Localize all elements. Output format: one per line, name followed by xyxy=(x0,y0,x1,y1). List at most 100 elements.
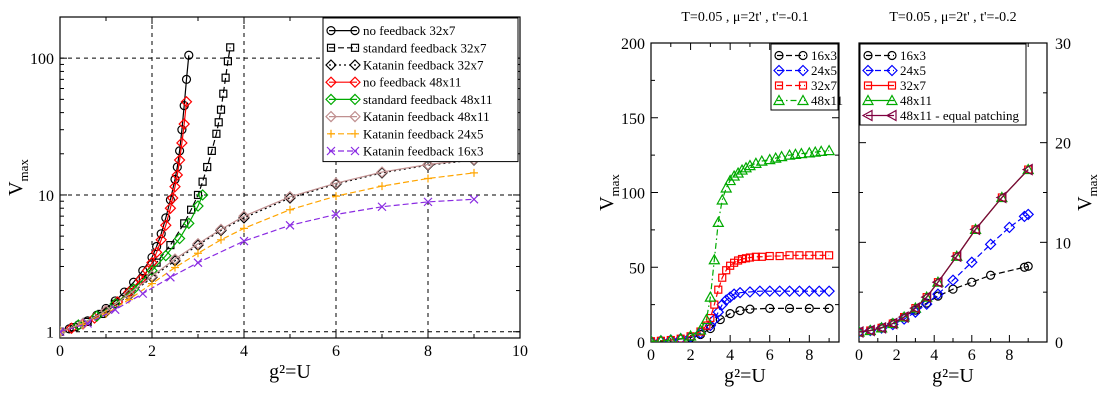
data-point xyxy=(704,290,717,302)
y-tick-label: 0 xyxy=(1055,335,1063,352)
data-point xyxy=(950,250,962,263)
data-point xyxy=(739,161,753,173)
data-point xyxy=(694,323,707,335)
legend-entry-label: 48x11 - equal patching xyxy=(900,108,1020,123)
legend-swatch-marker xyxy=(351,129,359,138)
data-point xyxy=(1022,163,1035,175)
data-point xyxy=(286,205,294,214)
legend-swatch-marker xyxy=(773,64,785,77)
data-point xyxy=(216,105,226,114)
data-point xyxy=(159,249,172,262)
y-axis-label-main: V xyxy=(596,196,618,211)
data-point xyxy=(1023,261,1033,271)
series-line-1 xyxy=(60,55,190,333)
data-point xyxy=(196,189,209,201)
legend-swatch-marker xyxy=(349,93,361,106)
legend: no feedback 32x7 standard feedback 32x7 Ka… xyxy=(322,17,519,163)
legend-entry-label: 48x11 xyxy=(811,93,843,108)
legend-swatch-marker xyxy=(861,109,873,122)
data-point xyxy=(676,334,685,342)
data-point xyxy=(469,194,479,204)
x-axis-label: g²=U xyxy=(932,365,974,387)
series-line-2 xyxy=(651,290,830,342)
x-tick-label: 8 xyxy=(805,347,813,364)
data-point xyxy=(931,275,944,287)
y-axis-label-main: V xyxy=(5,181,27,196)
x-tick-label: 6 xyxy=(332,343,340,360)
data-point xyxy=(176,137,188,149)
data-point xyxy=(995,191,1008,203)
data-point xyxy=(194,249,202,258)
data-point xyxy=(330,177,342,189)
data-point xyxy=(724,291,737,303)
data-point xyxy=(226,43,235,52)
legend-swatch-marker xyxy=(797,64,809,77)
x-tick-label: 4 xyxy=(240,343,248,360)
y-axis-label-sub: max xyxy=(16,159,31,182)
data-point xyxy=(795,251,804,260)
legend-entry-label: 24x5 xyxy=(811,63,837,78)
data-point xyxy=(815,251,824,260)
legend-swatch-marker xyxy=(326,26,336,36)
legend-entry-label: standard feedback 48x11 xyxy=(363,92,492,107)
y-tick-label: 50 xyxy=(629,260,645,277)
data-point xyxy=(238,210,250,222)
data-point xyxy=(155,233,168,246)
series-layer xyxy=(60,43,480,338)
data-point xyxy=(716,298,729,311)
x-axis-label: g²=U xyxy=(724,365,766,387)
data-point xyxy=(666,333,676,342)
legend-swatch-marker xyxy=(325,110,337,123)
data-point xyxy=(60,327,64,336)
legend-swatch-marker xyxy=(325,93,337,106)
legend-entry-label: 32x7 xyxy=(900,78,927,93)
data-point xyxy=(156,229,166,239)
data-point xyxy=(651,335,655,342)
data-point xyxy=(969,223,982,234)
data-point xyxy=(734,286,746,299)
data-point xyxy=(745,253,755,262)
legend-entry-label: Katanin feedback 16x3 xyxy=(363,144,484,159)
y-axis-label-main: V xyxy=(1074,196,1096,211)
data-point xyxy=(886,317,899,329)
data-point xyxy=(751,252,760,261)
legend-entry-label: 32x7 xyxy=(811,78,838,93)
data-point xyxy=(725,308,735,319)
data-point xyxy=(823,144,836,156)
legend-swatch-marker xyxy=(861,94,875,106)
legend-swatch-marker xyxy=(325,76,337,89)
legend-swatch-marker xyxy=(798,81,808,90)
legend-entry-label: Katanin feedback 48x11 xyxy=(363,109,490,124)
y-tick-label: 10 xyxy=(1055,235,1071,252)
data-point xyxy=(215,223,227,236)
data-point xyxy=(656,336,665,342)
data-point xyxy=(763,285,776,298)
legend-swatch-marker xyxy=(326,146,336,156)
x-tick-label: 8 xyxy=(1005,347,1013,364)
data-point xyxy=(238,212,250,224)
data-point xyxy=(859,326,864,339)
data-point xyxy=(684,329,697,341)
data-point xyxy=(803,285,816,298)
y-axis-label-sub: max xyxy=(1085,174,1100,197)
y-tick-label: 1 xyxy=(46,325,54,342)
data-point xyxy=(675,332,686,342)
data-point xyxy=(177,125,187,135)
legend-swatch-marker xyxy=(863,81,873,90)
chart-title: T=0.05 , μ=2t' , t'=-0.2 xyxy=(889,10,1016,25)
legend-swatch-marker xyxy=(772,94,786,106)
data-point xyxy=(180,219,189,228)
data-point xyxy=(708,253,721,265)
x-tick-label: 4 xyxy=(930,347,938,364)
legend-swatch-marker xyxy=(350,146,360,156)
data-point xyxy=(148,279,156,288)
x-tick-label: 8 xyxy=(424,343,432,360)
chart-panel-3: 0 2 4 6 8 0 10 20 30 g²=U Vmax T=0.05 , μ=2t' , t'=… xyxy=(855,10,1100,387)
data-point xyxy=(824,303,834,313)
data-point xyxy=(1021,163,1033,176)
x-tick-label: 0 xyxy=(647,347,655,364)
data-point xyxy=(920,291,932,304)
legend-swatch-marker xyxy=(326,43,336,52)
legend-entry-label: 16x3 xyxy=(900,48,926,63)
